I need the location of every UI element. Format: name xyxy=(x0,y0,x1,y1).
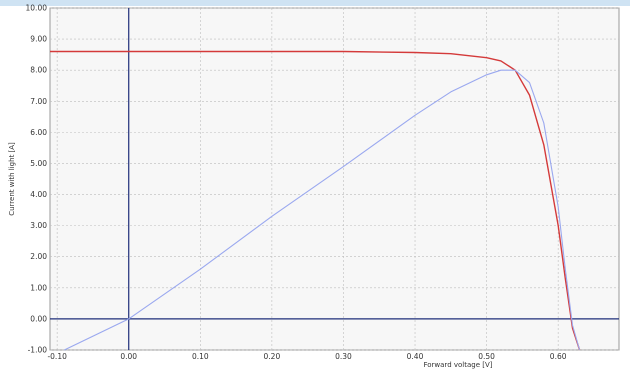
y-tick-label: 1.00 xyxy=(30,283,47,292)
plot-area xyxy=(49,7,620,351)
x-axis-label: Forward voltage [V] xyxy=(423,361,492,369)
x-tick-label: 0.30 xyxy=(335,352,352,361)
y-tick-label: 10.00 xyxy=(26,4,48,13)
grid-lines xyxy=(50,7,619,351)
x-tick-label: 0.20 xyxy=(264,352,281,361)
x-tick-label: -0.10 xyxy=(47,352,67,361)
x-tick-label: 0.10 xyxy=(192,352,209,361)
y-tick-label: 8.00 xyxy=(30,66,47,75)
y-tick-label: 9.00 xyxy=(30,35,47,44)
series-lines xyxy=(50,50,581,351)
y-tick-label: 5.00 xyxy=(30,159,47,168)
y-tick-label: 0.00 xyxy=(30,314,47,323)
tick-labels: -0.10 0.00 0.10 0.20 0.30 0.40 0.50 0.60 -1.00 0.… xyxy=(26,4,567,362)
series-line-0 xyxy=(50,50,581,351)
x-tick-label: 0.50 xyxy=(478,352,495,361)
y-tick-label: -1.00 xyxy=(28,346,48,355)
y-tick-label: 3.00 xyxy=(30,221,47,230)
y-tick-label: 4.00 xyxy=(30,190,47,199)
y-tick-label: 2.00 xyxy=(30,252,47,261)
x-tick-label: 0.00 xyxy=(120,352,137,361)
x-tick-label: 0.60 xyxy=(550,352,567,361)
y-tick-label: 6.00 xyxy=(30,128,47,137)
series-line-1 xyxy=(64,69,581,351)
y-axis-label: Current with light [A] xyxy=(8,142,16,216)
x-tick-label: 0.40 xyxy=(407,352,424,361)
zero-axis-lines xyxy=(50,8,619,350)
window-top-strip xyxy=(0,0,630,6)
y-tick-label: 7.00 xyxy=(30,97,47,106)
